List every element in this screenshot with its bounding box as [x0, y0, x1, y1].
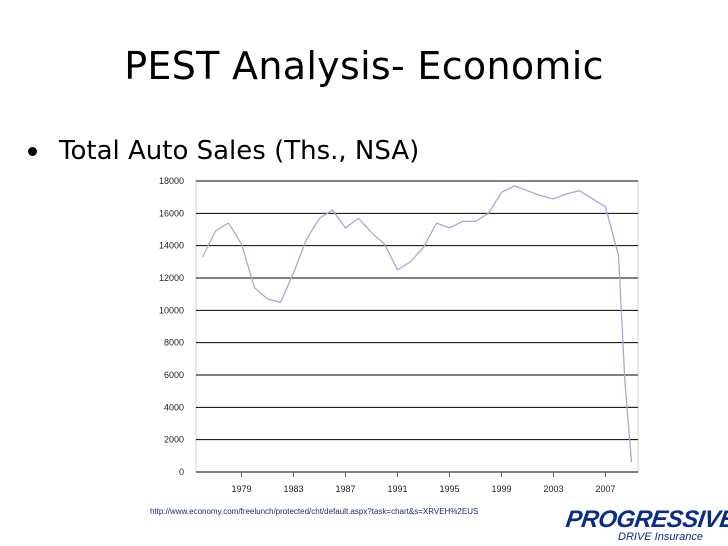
- x-tick-label: 1991: [387, 484, 407, 494]
- x-tick-label: 1979: [231, 484, 251, 494]
- data-point: [566, 193, 568, 195]
- data-point: [527, 190, 529, 192]
- data-point: [553, 198, 555, 200]
- data-point: [293, 272, 295, 274]
- bullet-dot-icon: [28, 146, 37, 156]
- data-point: [241, 243, 243, 245]
- data-point: [436, 222, 438, 224]
- y-tick-label: 12000: [159, 273, 184, 283]
- data-point: [371, 232, 373, 234]
- y-tick-label: 6000: [164, 370, 184, 380]
- data-point: [449, 227, 451, 229]
- x-tick-label: 1987: [335, 484, 355, 494]
- logo-tagline: DRIVE Insurance: [618, 531, 703, 543]
- data-point: [345, 227, 347, 229]
- data-point: [631, 462, 633, 464]
- data-point: [501, 192, 503, 194]
- data-point: [579, 190, 581, 192]
- data-point: [605, 206, 607, 208]
- data-point: [540, 195, 542, 197]
- x-tick-label: 2007: [595, 484, 615, 494]
- bullet-text: Total Auto Sales (Ths., NSA): [59, 136, 420, 166]
- data-point: [488, 213, 490, 215]
- data-point: [618, 255, 620, 257]
- data-point: [306, 238, 308, 240]
- data-point: [624, 382, 626, 384]
- y-tick-label: 16000: [159, 208, 184, 218]
- y-tick-label: 0: [179, 467, 184, 477]
- data-point: [397, 269, 399, 271]
- data-point: [202, 256, 204, 258]
- data-point: [410, 261, 412, 263]
- series-line: [201, 185, 633, 463]
- y-tick-label: 2000: [164, 435, 184, 445]
- data-point: [254, 287, 256, 289]
- data-point: [332, 209, 334, 211]
- data-point: [267, 298, 269, 300]
- data-point: [384, 243, 386, 245]
- data-point: [475, 221, 477, 223]
- plot-area: [195, 180, 639, 473]
- data-point: [215, 230, 217, 232]
- data-point: [280, 301, 282, 303]
- x-tick-label: 1983: [283, 484, 303, 494]
- data-point: [319, 217, 321, 219]
- logo-wordmark: PROGRESSIVE®: [564, 506, 728, 533]
- data-point: [514, 185, 516, 187]
- data-point: [423, 246, 425, 248]
- slide-title: PEST Analysis- Economic: [124, 44, 604, 88]
- x-tick-label: 1995: [439, 484, 459, 494]
- bullet-item: Total Auto Sales (Ths., NSA): [28, 136, 419, 166]
- source-url[interactable]: http://www.economy.com/freelunch/protect…: [150, 507, 479, 516]
- x-tick-label: 1999: [491, 484, 511, 494]
- y-tick-label: 14000: [159, 241, 184, 251]
- y-tick-label: 4000: [164, 402, 184, 412]
- y-tick-label: 10000: [159, 305, 184, 315]
- x-tick-label: 2003: [543, 484, 563, 494]
- data-point: [462, 221, 464, 223]
- y-tick-label: 8000: [164, 338, 184, 348]
- y-tick-label: 18000: [159, 176, 184, 186]
- data-point: [592, 198, 594, 200]
- data-point: [358, 217, 360, 219]
- progressive-logo: PROGRESSIVE® DRIVE Insurance: [564, 506, 728, 546]
- data-point: [228, 222, 230, 224]
